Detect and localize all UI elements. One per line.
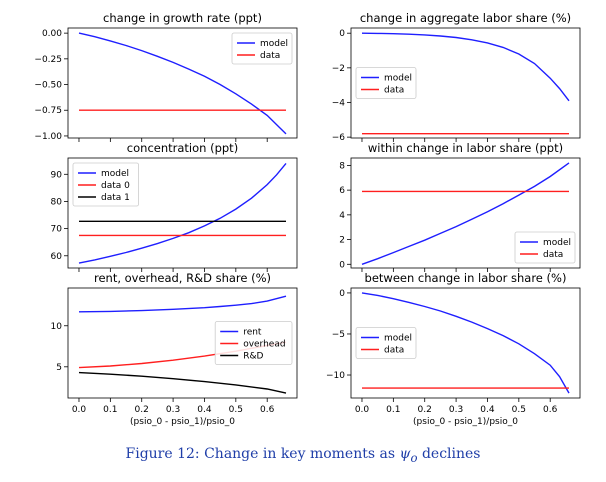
panel-frame [350,27,581,139]
legend-label: rent [243,328,262,338]
caption-suffix: declines [417,446,481,462]
series-line-model [78,162,287,264]
legend-label: model [543,238,571,248]
legend-label: data [543,250,563,260]
legend-label: R&D [243,352,263,362]
legend-label: data 0 [101,181,130,191]
legend-label: model [101,169,129,179]
legend-box [72,162,139,207]
x-tick-label: 0.2 [135,405,149,415]
series-line-rent [78,295,287,313]
legend-label: data [384,86,404,96]
figure-caption: Figure 12: Change in key moments as ψo d… [0,446,606,465]
panel-title: between change in labor share (%) [365,271,567,285]
y-tick-label: 80 [51,197,63,207]
legend-box [355,327,417,359]
x-axis-label: (psio_0 - psio_1)/psio_0 [130,417,235,427]
panel-frame [350,157,581,269]
panel-frame [67,157,298,269]
legend-box [214,321,293,365]
y-tick-label: −10 [326,371,345,381]
x-tick-label: 0.3 [166,405,180,415]
legend-label: model [384,334,412,344]
panel-title: change in aggregate labor share (%) [360,11,571,25]
legend-label: data [260,51,280,61]
caption-symbol-subscript: o [410,450,418,465]
y-tick-label: −4 [332,98,346,108]
y-tick-label: 4 [339,211,345,221]
y-tick-label: 0 [339,29,345,39]
y-tick-label: 10 [51,322,63,332]
panel-frame [350,287,581,399]
x-tick-label: 0.3 [449,405,463,415]
y-tick-label: 0 [339,260,345,270]
panel-frame [67,27,298,139]
caption-symbol-main: ψ [399,446,411,462]
y-tick-label: 5 [56,363,62,373]
y-tick-label: −0.25 [34,55,62,65]
caption-prefix: Figure 12: Change in key moments as [125,446,400,462]
y-tick-label: 2 [339,236,345,246]
panel-frame [67,287,298,399]
y-tick-label: −5 [332,330,345,340]
y-tick-label: 8 [339,161,345,171]
series-line-r-d [78,371,287,394]
legend-label: model [384,74,412,84]
y-tick-label: −0.50 [34,81,62,91]
panel-title: within change in labor share (ppt) [368,141,563,155]
x-tick-label: 0.5 [512,405,526,415]
y-tick-label: 90 [51,170,63,180]
panel-title: concentration (ppt) [127,141,238,155]
legend-label: data 1 [101,193,130,203]
y-tick-label: 0 [339,289,345,299]
series-line-model [361,292,570,394]
x-tick-label: 0.4 [197,405,212,415]
series-line-model [361,32,570,102]
y-tick-label: −0.75 [34,106,62,116]
x-axis-label: (psio_0 - psio_1)/psio_0 [413,417,518,427]
y-tick-label: −2 [332,64,345,74]
y-tick-label: 0.00 [42,29,62,39]
x-tick-label: 0.6 [543,405,558,415]
legend-label: overhead [243,340,285,350]
y-tick-label: −6 [332,133,346,143]
x-tick-label: 0.1 [386,405,400,415]
x-tick-label: 0.4 [480,405,495,415]
x-tick-label: 0.0 [72,405,87,415]
legend-label: model [260,39,288,49]
series-line-model [78,32,287,135]
panel-title: change in growth rate (ppt) [103,11,262,25]
panel-title: rent, overhead, R&D share (%) [94,271,271,285]
x-tick-label: 0.6 [260,405,275,415]
figure-panels: change in growth rate (ppt) −1.00 −0.75 −0.… [34,11,581,427]
y-tick-label: 6 [339,186,345,196]
series-line-model [361,162,570,265]
y-tick-label: 60 [51,252,63,262]
x-tick-label: 0.5 [229,405,243,415]
legend-box [355,67,417,99]
legend-box [231,32,293,65]
y-tick-label: 70 [51,225,63,235]
legend-box [514,231,576,264]
x-tick-label: 0.1 [103,405,117,415]
caption-symbol: ψo [399,446,418,465]
x-tick-label: 0.2 [418,405,432,415]
x-tick-label: 0.0 [355,405,370,415]
y-tick-label: −1.00 [34,132,62,142]
legend-label: data [384,346,404,356]
